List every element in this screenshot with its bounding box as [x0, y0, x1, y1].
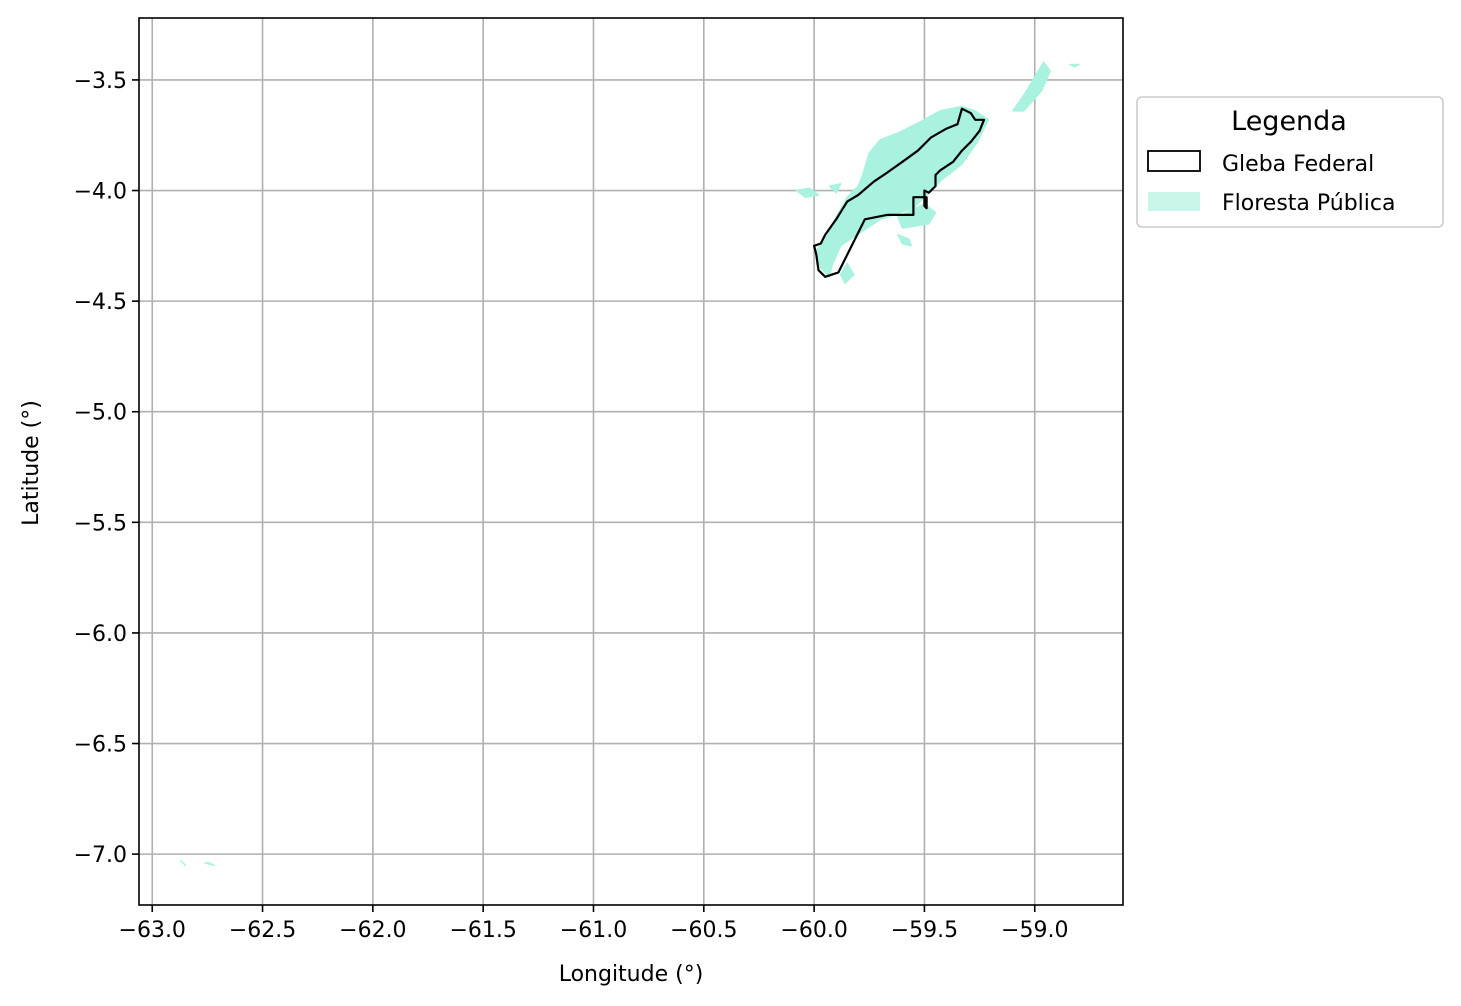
y-tick-label: −5.0 — [74, 401, 127, 426]
y-tick-label: −6.5 — [74, 733, 127, 758]
legend-swatch-gleba-federal — [1147, 150, 1201, 172]
plot-frame — [138, 17, 1124, 906]
floresta-publica-polygon — [204, 862, 215, 866]
y-tick-label: −6.0 — [74, 622, 127, 647]
x-tick-label: −60.5 — [670, 918, 737, 943]
gleba-federal-layer — [812, 107, 986, 278]
floresta-publica-polygon — [839, 262, 855, 285]
x-tick-label: −62.5 — [229, 918, 296, 943]
legend-frame — [1136, 96, 1444, 228]
floresta-publica-polygon — [897, 234, 912, 247]
x-tick-label: −61.0 — [560, 918, 627, 943]
x-tick-label: −61.5 — [449, 918, 516, 943]
y-tick-label: −7.0 — [74, 843, 127, 868]
legend-title: Legenda — [1231, 106, 1347, 137]
floresta-publica-polygon — [815, 105, 990, 278]
floresta-publica-polygon — [1069, 63, 1080, 68]
legend-label-floresta-publica: Floresta Pública — [1222, 191, 1395, 216]
floresta-publica-polygon — [795, 187, 820, 198]
y-tick-label: −5.5 — [74, 511, 127, 536]
y-axis-title: Latitude (°) — [19, 400, 44, 526]
legend-label-gleba-federal: Gleba Federal — [1222, 152, 1374, 177]
x-tick-label: −62.0 — [339, 918, 406, 943]
x-axis-title: Longitude (°) — [559, 962, 704, 987]
floresta-publica-polygon — [828, 183, 842, 194]
floresta-publica-polygon — [180, 860, 187, 866]
floresta-publica-polygon — [897, 203, 937, 229]
x-tick-label: −63.0 — [119, 918, 186, 943]
axis-ticks: −63.0 −62.5 −62.0 −61.5 −61.0 −60.5 −60.0 −59.5… — [74, 69, 1069, 943]
y-tick-label: −4.0 — [74, 180, 127, 205]
grid-lines — [139, 18, 1123, 905]
gleba-federal-polygon — [812, 107, 986, 278]
legend: Legenda Gleba Federal Floresta Pública — [1136, 96, 1444, 228]
legend-swatch-floresta-publica — [1148, 192, 1200, 211]
floresta-publica-layer — [180, 61, 1080, 866]
x-tick-label: −59.0 — [1001, 918, 1068, 943]
x-tick-label: −60.0 — [780, 918, 847, 943]
x-tick-label: −59.5 — [891, 918, 958, 943]
y-tick-label: −3.5 — [74, 69, 127, 94]
floresta-publica-polygon — [1011, 61, 1051, 112]
y-tick-label: −4.5 — [74, 290, 127, 315]
